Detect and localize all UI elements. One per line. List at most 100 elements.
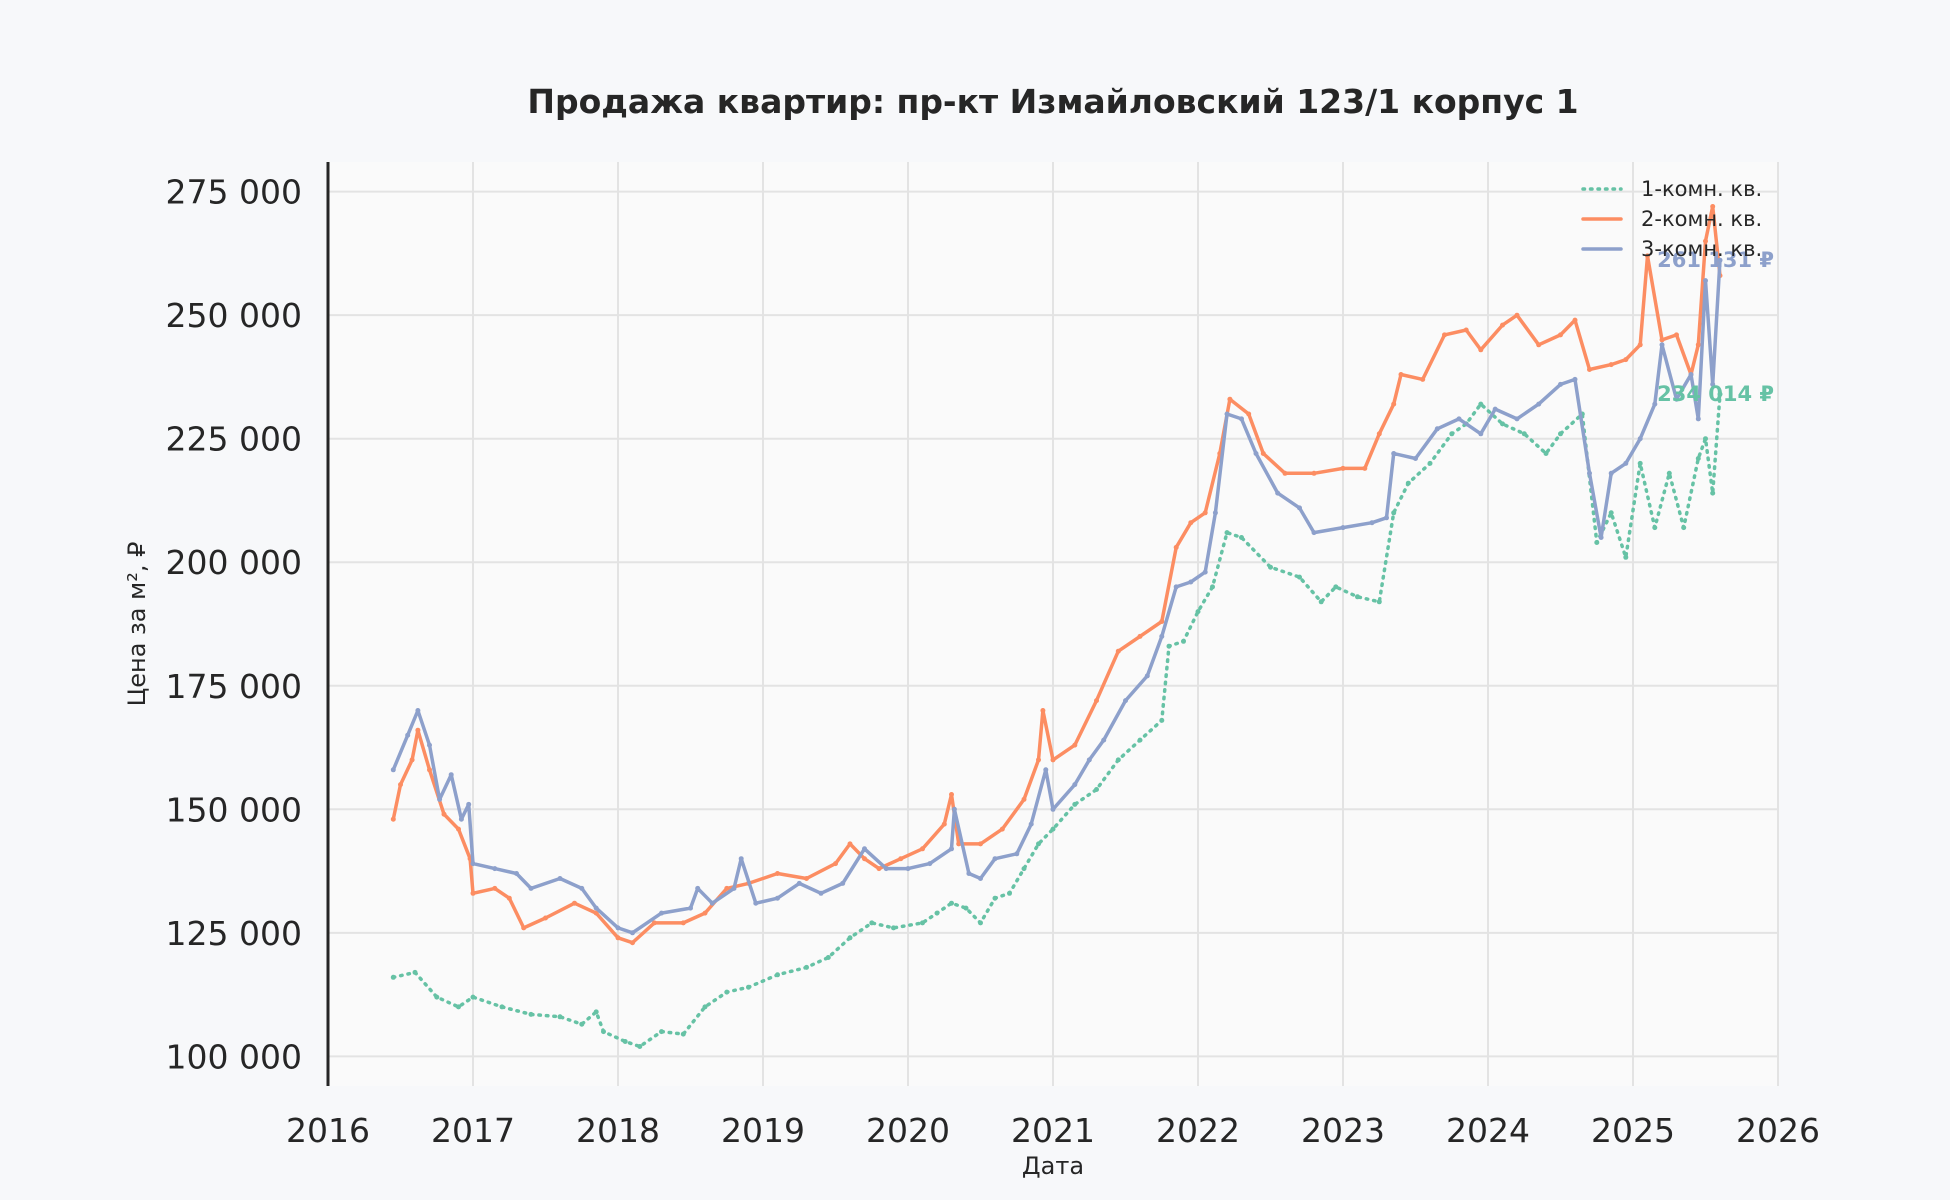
data-point xyxy=(1282,470,1288,476)
legend-label: 1-комн. кв. xyxy=(1641,177,1762,201)
data-point xyxy=(1623,460,1629,466)
data-point xyxy=(1101,737,1107,743)
data-point xyxy=(1492,406,1498,412)
data-point xyxy=(1623,554,1629,560)
data-point xyxy=(949,846,954,852)
data-point xyxy=(466,801,472,807)
data-point xyxy=(1362,465,1368,471)
data-point xyxy=(1159,633,1165,639)
data-point xyxy=(1040,708,1046,713)
data-point xyxy=(390,767,396,773)
data-point xyxy=(1115,757,1121,763)
data-point xyxy=(898,856,904,862)
data-point xyxy=(1050,806,1056,812)
x-tick-label: 2019 xyxy=(721,1111,805,1150)
data-point xyxy=(731,885,737,891)
data-point xyxy=(1717,391,1723,397)
data-point xyxy=(1021,796,1027,802)
y-tick-label: 225 000 xyxy=(166,420,302,459)
x-tick-label: 2016 xyxy=(286,1111,370,1150)
data-point xyxy=(966,871,972,876)
data-point xyxy=(1413,456,1418,461)
data-point xyxy=(992,895,998,901)
data-point xyxy=(1695,342,1701,348)
data-point xyxy=(458,816,464,822)
data-point xyxy=(434,994,440,1000)
data-point xyxy=(1587,367,1592,372)
data-point xyxy=(1478,347,1484,353)
data-point xyxy=(1703,278,1708,284)
data-point xyxy=(651,920,657,926)
data-point xyxy=(470,890,476,896)
data-point xyxy=(1463,327,1469,333)
data-point xyxy=(818,890,824,896)
data-point xyxy=(1688,372,1694,377)
data-point xyxy=(1710,381,1716,387)
data-point xyxy=(1021,866,1027,872)
data-point xyxy=(1536,401,1542,407)
data-point xyxy=(528,885,534,891)
y-tick-label: 175 000 xyxy=(166,667,302,706)
data-point xyxy=(1028,821,1034,827)
data-point xyxy=(1072,742,1078,748)
data-point xyxy=(499,1004,505,1010)
data-point xyxy=(724,989,730,995)
data-point xyxy=(746,984,751,990)
y-tick-label: 250 000 xyxy=(166,296,302,335)
data-point xyxy=(876,866,882,872)
data-point xyxy=(992,856,998,862)
end-label: 234 014 ₽ xyxy=(1657,382,1774,406)
x-tick-labels: 2016 2017 2018 2019 2020 2021 2022 2023 2024 2025… xyxy=(286,1111,1820,1150)
data-point xyxy=(1703,436,1708,442)
data-point xyxy=(949,792,954,797)
data-point xyxy=(405,732,411,738)
data-point xyxy=(441,811,447,817)
data-point xyxy=(448,772,454,778)
data-point xyxy=(1376,431,1382,437)
data-point xyxy=(1572,317,1578,323)
data-point xyxy=(1456,416,1462,422)
x-tick-label: 2023 xyxy=(1301,1111,1385,1150)
data-point xyxy=(492,866,498,872)
data-point xyxy=(1384,515,1389,521)
data-point xyxy=(1014,851,1020,857)
data-point xyxy=(601,1029,606,1035)
data-point xyxy=(1188,579,1194,585)
data-point xyxy=(963,905,969,911)
data-point xyxy=(1391,510,1397,516)
data-point xyxy=(1311,470,1317,476)
data-point xyxy=(1086,757,1092,763)
data-point xyxy=(1202,569,1208,575)
data-point xyxy=(1166,643,1172,649)
data-point xyxy=(1674,396,1679,402)
data-point xyxy=(1137,633,1143,639)
legend-item: 2-комн. кв. xyxy=(1581,207,1762,231)
data-point xyxy=(1260,451,1266,456)
data-point xyxy=(738,856,744,862)
data-point xyxy=(724,885,730,891)
data-point xyxy=(1036,757,1041,763)
data-point xyxy=(572,900,577,906)
end-label: 261 131 ₽ xyxy=(1657,248,1774,272)
data-point xyxy=(1224,530,1230,536)
data-point xyxy=(1318,599,1324,605)
data-point xyxy=(1123,698,1128,704)
data-point xyxy=(753,900,759,906)
data-point xyxy=(1652,525,1658,531)
data-point xyxy=(1572,376,1578,382)
data-point xyxy=(1645,253,1650,259)
data-point xyxy=(1500,421,1505,427)
y-axis-label: Цена за м², ₽ xyxy=(123,542,151,707)
data-point xyxy=(1558,332,1563,338)
data-point xyxy=(1202,510,1208,516)
data-point xyxy=(804,964,809,970)
data-point xyxy=(1710,490,1716,496)
data-point xyxy=(615,925,621,931)
data-point xyxy=(1521,431,1527,437)
data-point xyxy=(688,905,693,911)
data-point xyxy=(869,920,875,926)
x-tick-label: 2025 xyxy=(1591,1111,1675,1150)
data-point xyxy=(437,796,443,802)
data-point xyxy=(1369,520,1375,526)
